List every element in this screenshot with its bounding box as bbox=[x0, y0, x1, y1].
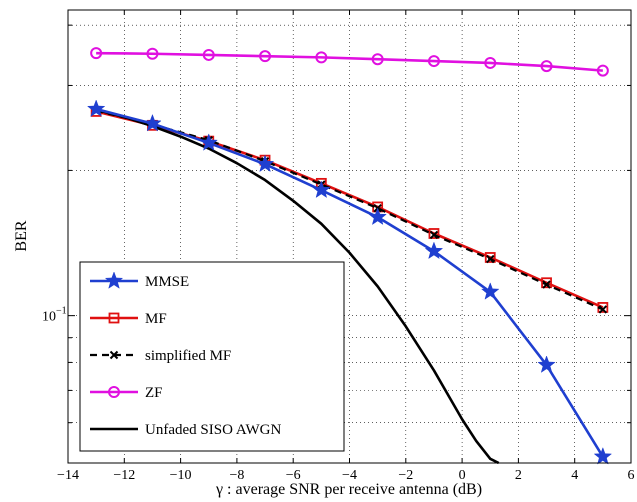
zf-marker bbox=[90, 47, 103, 60]
legend-marker-simplified-mf bbox=[109, 350, 119, 360]
zf-marker bbox=[427, 55, 440, 68]
series-mmse bbox=[86, 99, 613, 465]
legend-entry-simplified-mf: simplified MF bbox=[90, 348, 231, 364]
zf-marker bbox=[202, 48, 215, 61]
legend-marker-mmse bbox=[104, 271, 124, 289]
x-tick-label: 0 bbox=[459, 468, 466, 483]
legend-entry-mmse: MMSE bbox=[90, 271, 189, 290]
mmse-marker bbox=[481, 282, 500, 300]
x-axis-label: γ : average SNR per receive antenna (dB) bbox=[215, 481, 482, 498]
mmse-marker bbox=[312, 180, 331, 199]
simplified-mf-marker-stroke-b bbox=[486, 254, 495, 264]
zf-marker bbox=[371, 53, 384, 66]
simplified-mf-marker-stroke-b bbox=[542, 280, 551, 289]
mmse-line bbox=[95, 107, 604, 458]
legend-box bbox=[79, 261, 345, 452]
legend-label-zf: ZF bbox=[145, 385, 163, 401]
mf-marker bbox=[428, 228, 440, 239]
x-tick-label: 6 bbox=[628, 468, 635, 483]
x-tick-label: −4 bbox=[342, 468, 357, 483]
simplified-mf-marker bbox=[542, 280, 551, 289]
tick-layer: −14 −12 −10 −8 −6 −4 −2 0 2 4 6 10−1 bbox=[42, 10, 635, 483]
simplified-mf-marker bbox=[598, 305, 608, 314]
mmse-marker bbox=[593, 447, 613, 465]
legend-label-mmse: MMSE bbox=[145, 274, 189, 290]
zf-marker bbox=[146, 47, 159, 60]
mf-marker bbox=[484, 252, 496, 263]
simplified-mf-marker-stroke-b bbox=[598, 305, 608, 314]
mmse-marker bbox=[537, 355, 556, 373]
mf-marker bbox=[541, 277, 552, 289]
mmse-marker bbox=[143, 113, 162, 132]
zf-line bbox=[96, 51, 603, 72]
legend-entry-zf: ZF bbox=[90, 385, 163, 401]
x-tick-label: −12 bbox=[113, 468, 135, 483]
mmse-marker bbox=[255, 154, 275, 173]
unfaded-siso-awgn-line bbox=[95, 108, 500, 465]
legend-label-mf: MF bbox=[145, 311, 167, 327]
series-layer bbox=[86, 47, 613, 465]
legend-marker-simplified-mf-stroke-b bbox=[109, 350, 119, 360]
y-axis-label: BER bbox=[13, 220, 30, 251]
x-tick-label: 4 bbox=[571, 468, 578, 483]
legend-marker-zf bbox=[108, 386, 120, 398]
x-tick-label: 2 bbox=[515, 468, 522, 483]
x-tick-label: −2 bbox=[398, 468, 413, 483]
zf-marker bbox=[596, 64, 609, 77]
series-unfaded-siso-awgn bbox=[95, 108, 500, 465]
legend-entry-unfaded-siso-awgn: Unfaded SISO AWGN bbox=[90, 422, 281, 438]
legend-label-simplified-mf: simplified MF bbox=[145, 348, 231, 364]
legend-marker-mf bbox=[108, 312, 120, 324]
mmse-marker bbox=[199, 133, 218, 151]
zf-marker bbox=[540, 60, 553, 73]
zf-marker bbox=[484, 56, 497, 69]
x-tick-label: −8 bbox=[229, 468, 244, 483]
simplified-mf-marker bbox=[486, 254, 495, 264]
x-tick-label: −14 bbox=[57, 468, 79, 483]
legend: MMSE MF simplified MF ZF Unfaded SISO AWGN bbox=[79, 261, 345, 452]
mmse-marker bbox=[86, 99, 106, 117]
simplified-mf-marker bbox=[429, 230, 439, 240]
mmse-marker bbox=[368, 207, 387, 226]
simplified-mf-marker-stroke-b bbox=[429, 230, 439, 240]
legend-entry-mf: MF bbox=[90, 311, 167, 327]
legend-label-unfaded-siso-awgn: Unfaded SISO AWGN bbox=[145, 422, 281, 438]
mmse-marker bbox=[424, 241, 444, 260]
x-tick-label: −10 bbox=[170, 468, 192, 483]
x-tick-label: −6 bbox=[286, 468, 301, 483]
y-tick-label: 10−1 bbox=[42, 306, 67, 325]
zf-marker bbox=[259, 50, 272, 63]
series-zf bbox=[90, 47, 609, 77]
zf-marker bbox=[315, 51, 328, 64]
